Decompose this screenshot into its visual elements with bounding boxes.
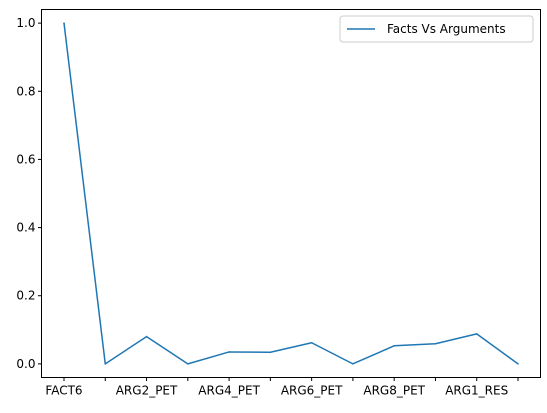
y-tick-label: 0.2 bbox=[16, 289, 35, 303]
x-tick-label: ARG6_PET bbox=[281, 384, 343, 398]
y-tick-label: 0.8 bbox=[16, 84, 35, 98]
data-point bbox=[352, 363, 354, 365]
series-layer bbox=[63, 22, 519, 365]
y-tick-label: 0.4 bbox=[16, 221, 35, 235]
plot-frame bbox=[41, 9, 541, 378]
y-axis: 0.0 0.2 0.4 0.6 0.8 1.0 bbox=[16, 16, 42, 371]
series-line bbox=[63, 23, 519, 365]
legend-box bbox=[339, 15, 534, 43]
data-point bbox=[434, 342, 437, 345]
x-axis: FACT6 ARG2_PET ARG4_PET ARG6_PET ARG8_PET ARG… bbox=[45, 377, 519, 398]
data-point bbox=[310, 341, 313, 344]
data-point bbox=[269, 351, 272, 354]
legend-label: Facts Vs Arguments bbox=[387, 22, 506, 36]
x-tick-label: ARG8_PET bbox=[363, 384, 425, 398]
x-tick-label: ARG1_RES bbox=[445, 384, 508, 398]
legend: Facts Vs Arguments bbox=[339, 15, 534, 43]
data-point bbox=[187, 363, 189, 365]
x-tick-label: ARG4_PET bbox=[198, 384, 260, 398]
data-point bbox=[475, 333, 478, 335]
data-point bbox=[393, 345, 395, 347]
y-tick-label: 0.0 bbox=[16, 357, 35, 371]
data-point bbox=[104, 363, 107, 365]
data-point bbox=[63, 22, 65, 24]
y-tick-label: 0.6 bbox=[16, 152, 35, 166]
x-tick-label: FACT6 bbox=[45, 384, 82, 398]
x-tick-label: ARG2_PET bbox=[116, 384, 178, 398]
y-tick-label: 1.0 bbox=[16, 16, 35, 30]
data-point bbox=[145, 335, 148, 338]
data-point bbox=[517, 363, 519, 365]
data-point bbox=[228, 351, 230, 353]
